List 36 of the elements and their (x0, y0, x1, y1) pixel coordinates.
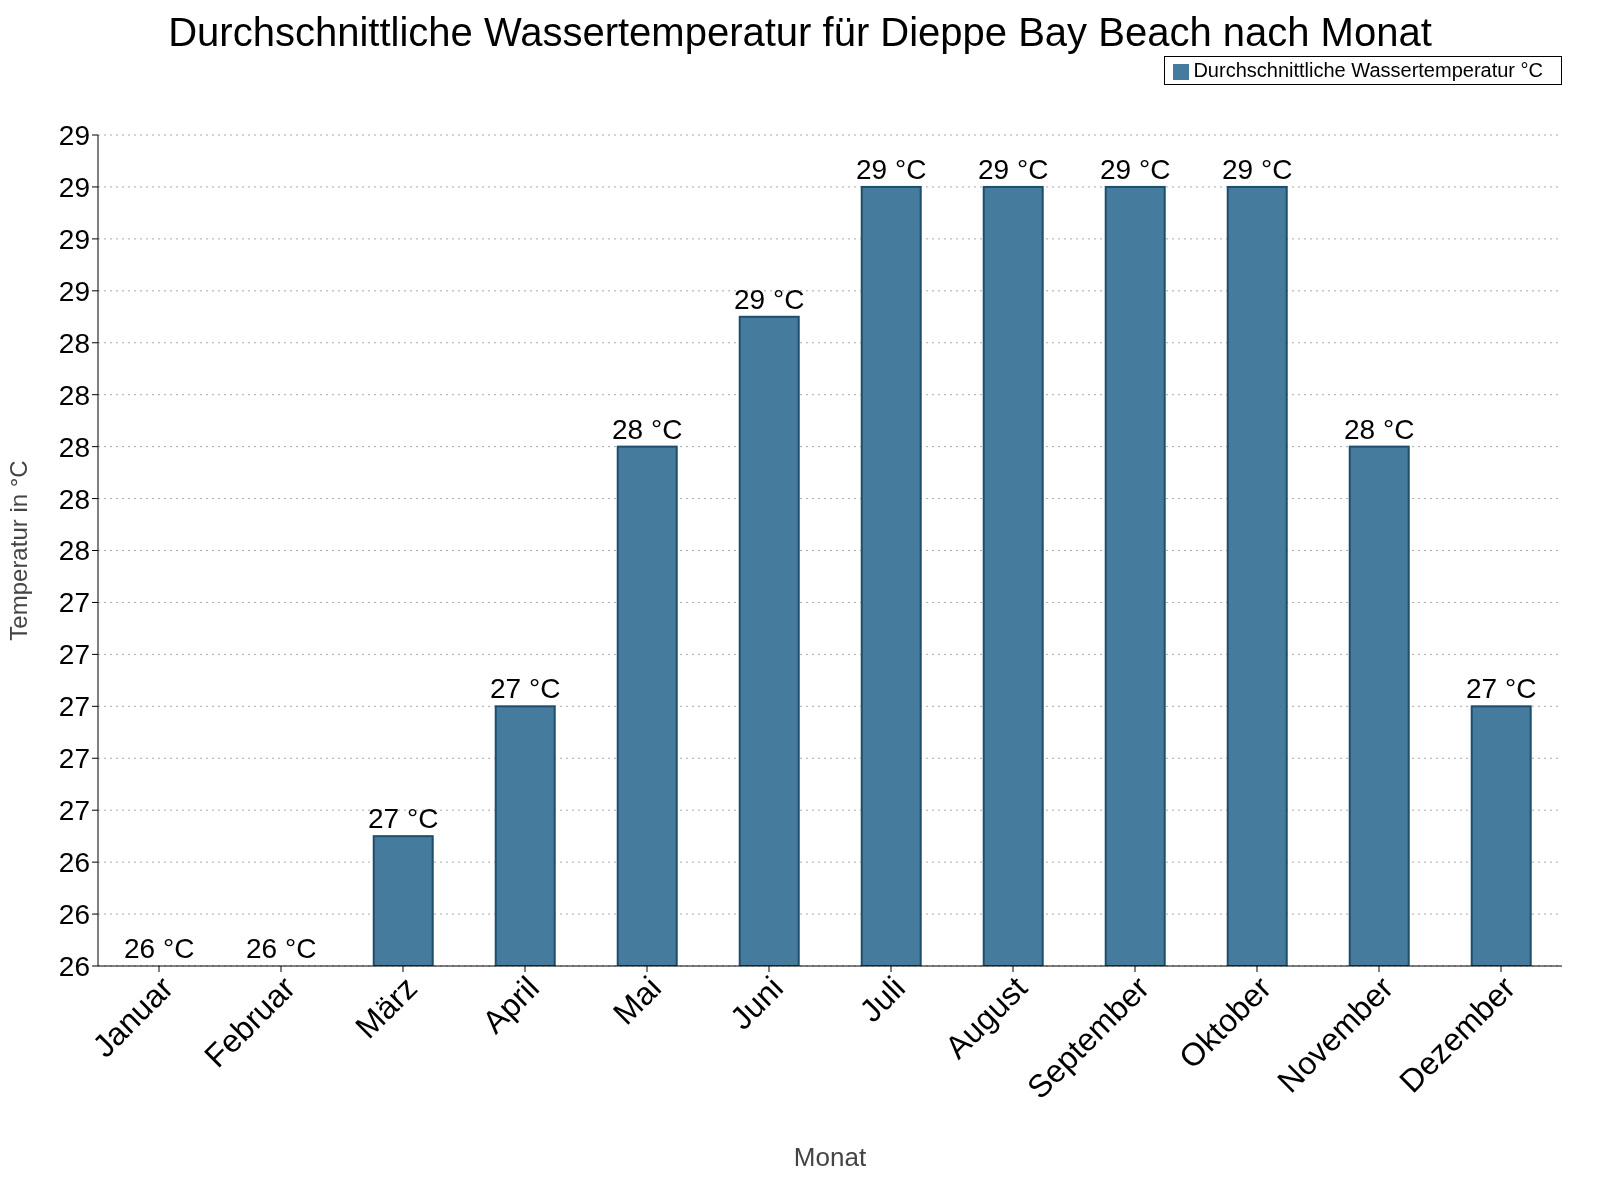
data-label: 29 °C (978, 153, 1049, 185)
y-tick-label: 27 (58, 743, 90, 775)
x-tick-label: Mai (606, 969, 669, 1032)
y-tick-label: 28 (58, 535, 90, 567)
y-tick-label: 27 (58, 587, 90, 619)
y-tick-label: 26 (58, 950, 90, 982)
data-label: 26 °C (124, 933, 195, 964)
y-axis-title: Temperatur in °C (4, 460, 32, 641)
y-tick-label: 27 (58, 795, 90, 827)
y-tick-label: 29 (58, 223, 90, 255)
chart-title: Durchschnittliche Wassertemperatur für Dieppe Bay Beach nach Monat (167, 9, 1433, 56)
y-tick-label: 29 (58, 171, 90, 203)
data-label: 29 °C (1100, 153, 1171, 185)
y-tick-label: 29 (58, 275, 90, 307)
x-tick-label: Juni (723, 969, 791, 1037)
y-tick-label: 29 (58, 119, 90, 151)
y-tick-label: 26 (58, 899, 90, 930)
data-label: 28 °C (1344, 413, 1415, 445)
y-tick-label: 27 (58, 691, 90, 723)
data-label: 28 °C (612, 413, 683, 445)
y-tick-label: 27 (58, 639, 90, 671)
data-label: 27 °C (368, 803, 439, 835)
data-label: 27 °C (1466, 673, 1537, 705)
data-label: 27 °C (490, 673, 561, 705)
y-tick-label: 28 (58, 327, 90, 359)
x-tick-label: Juli (852, 969, 913, 1029)
data-label: 29 °C (734, 283, 805, 315)
x-axis-title: Monat (793, 1142, 867, 1172)
legend-label: Durchschnittliche Wassertemperatur °C (1193, 59, 1543, 81)
y-tick-label: 28 (58, 431, 90, 463)
data-label: 29 °C (856, 153, 927, 185)
y-tick-label: 28 (58, 379, 90, 411)
data-label: 29 °C (1222, 153, 1293, 185)
y-tick-label: 26 (58, 847, 90, 879)
data-label: 26 °C (246, 933, 317, 964)
y-tick-label: 28 (58, 483, 90, 515)
